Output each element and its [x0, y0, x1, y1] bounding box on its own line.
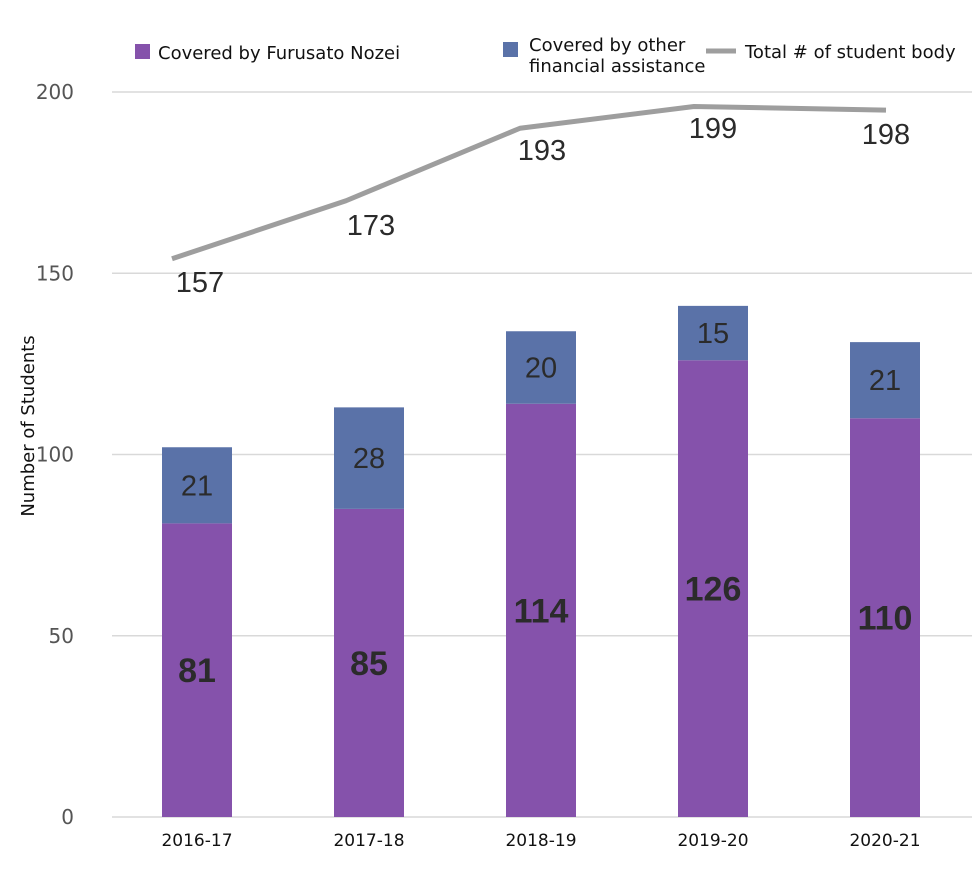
line-data-label: 198 [862, 119, 910, 151]
legend-swatch-other-assistance [503, 42, 518, 57]
y-tick-label: 0 [61, 805, 74, 829]
bar-data-label: 110 [858, 600, 913, 638]
bar-data-label: 114 [514, 592, 569, 630]
x-axis-ticks: 2016-17 2017-18 2018-19 2019-20 2020-21 [161, 831, 920, 851]
bar-segment-other-assistance [678, 305, 748, 361]
legend: Covered by Furusato Nozei Covered by othe… [135, 35, 956, 77]
legend-label-other-assistance-line2: financial assistance [529, 56, 705, 77]
bar-segment-furusato-nozei [506, 403, 576, 817]
x-tick-label: 2016-17 [161, 831, 232, 851]
x-tick-label: 2018-19 [505, 831, 576, 851]
bar-data-label: 20 [525, 353, 557, 385]
bar-data-label: 85 [350, 645, 388, 683]
line-data-label: 193 [518, 135, 566, 167]
bars: 81 21 85 28 114 20 126 15 110 21 [162, 305, 920, 817]
y-tick-label: 100 [36, 443, 74, 467]
y-axis-ticks: 0 50 100 150 200 [36, 80, 74, 829]
total-line: 157 173 193 199 198 [171, 104, 910, 299]
y-tick-label: 50 [49, 624, 74, 648]
bar-segment-other-assistance [850, 342, 920, 419]
x-tick-label: 2020-21 [849, 831, 920, 851]
bar-segment-other-assistance [506, 331, 576, 404]
line-data-label: 157 [176, 267, 224, 299]
y-tick-label: 200 [36, 80, 74, 104]
bar-segment-other-assistance [162, 447, 232, 524]
bar-segment-other-assistance [334, 407, 404, 509]
total-student-line [171, 104, 887, 262]
bar-data-label: 126 [685, 571, 742, 609]
line-data-label: 199 [689, 113, 737, 145]
x-tick-label: 2017-18 [333, 831, 404, 851]
line-data-label: 173 [347, 210, 395, 242]
bar-segment-furusato-nozei [678, 360, 748, 817]
x-tick-label: 2019-20 [677, 831, 748, 851]
bar-segment-furusato-nozei [334, 508, 404, 817]
bar-data-label: 21 [869, 365, 901, 397]
legend-swatch-furusato-nozei [135, 44, 150, 59]
legend-label-other-assistance-line1: Covered by other [529, 35, 686, 56]
y-tick-label: 150 [36, 261, 74, 285]
bar-segment-furusato-nozei [162, 523, 232, 817]
bar-data-label: 21 [181, 470, 213, 502]
legend-label-total: Total # of student body [744, 42, 956, 63]
legend-label-furusato-nozei: Covered by Furusato Nozei [158, 43, 400, 64]
bar-data-label: 81 [178, 652, 216, 690]
bar-segment-furusato-nozei [850, 418, 920, 817]
y-axis-title: Number of Students [18, 335, 39, 516]
bar-data-label: 15 [697, 318, 729, 350]
bar-data-label: 28 [353, 443, 385, 475]
